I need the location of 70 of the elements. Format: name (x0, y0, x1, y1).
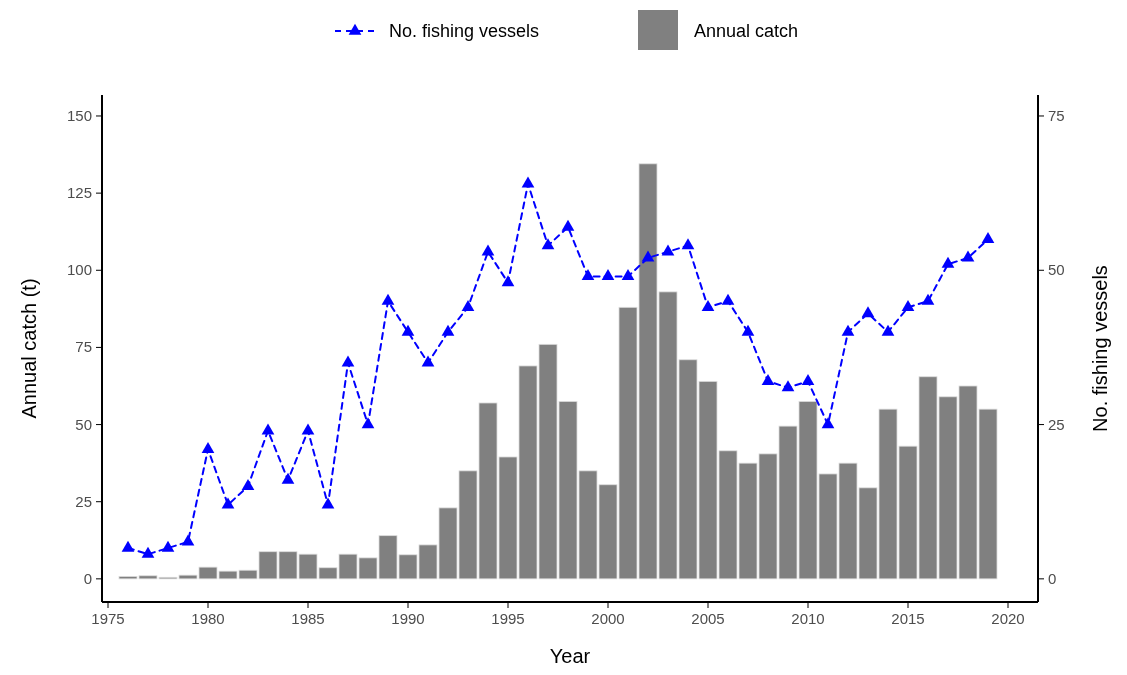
x-tick-label: 1995 (491, 610, 525, 627)
point (141, 546, 155, 558)
y-tick-label: 50 (75, 415, 92, 433)
y2-tick-label: 75 (1048, 106, 1065, 124)
y-tick-label: 75 (75, 338, 92, 356)
point (801, 374, 815, 386)
point (381, 293, 395, 305)
y-tick-label: 125 (66, 184, 92, 202)
point (441, 324, 455, 336)
x-tick-label: 2010 (791, 610, 825, 627)
point (841, 324, 855, 336)
point (961, 250, 975, 262)
point (541, 238, 555, 250)
point (981, 232, 995, 244)
point (621, 269, 635, 281)
point (641, 250, 655, 262)
point (701, 299, 715, 311)
point (401, 324, 415, 336)
y-axis-title: Annual catch (t) (18, 278, 40, 419)
legend-label: No. fishing vessels (389, 21, 540, 41)
point (301, 423, 315, 435)
point (281, 472, 295, 484)
point (421, 355, 435, 367)
x-tick-label: 2000 (591, 610, 625, 627)
point (161, 540, 175, 552)
point (261, 423, 275, 435)
x-tick-label: 2005 (691, 610, 725, 627)
point (681, 238, 695, 250)
point (781, 380, 795, 392)
point (321, 497, 335, 509)
y2-tick-label: 25 (1048, 415, 1065, 433)
y2-tick-label: 0 (1048, 569, 1057, 587)
point (821, 417, 835, 429)
point (501, 275, 515, 287)
point (201, 441, 215, 453)
x-axis-title: Year (549, 645, 591, 667)
point (741, 324, 755, 336)
point (361, 417, 375, 429)
point (341, 355, 355, 367)
point (661, 244, 675, 256)
x-tick-label: 1975 (91, 610, 125, 627)
y2-tick-label: 50 (1048, 261, 1065, 279)
point (121, 540, 135, 552)
point (221, 497, 235, 509)
point (941, 256, 955, 268)
x-tick-label: 1980 (191, 610, 225, 627)
y2-axis-title: No. fishing vessels (1089, 265, 1111, 432)
x-tick-label: 2020 (991, 610, 1025, 627)
x-tick-label: 2015 (891, 610, 925, 627)
point (581, 269, 595, 281)
x-tick-label: 1985 (291, 610, 325, 627)
y-tick-label: 100 (66, 261, 92, 279)
point (461, 299, 475, 311)
point (921, 293, 935, 305)
y-tick-label: 25 (75, 492, 92, 510)
point (901, 299, 915, 311)
point (861, 306, 875, 318)
y-tick-label: 150 (66, 106, 92, 124)
point (521, 176, 535, 188)
point (881, 324, 895, 336)
point (721, 293, 735, 305)
point (761, 374, 775, 386)
y-tick-label: 0 (83, 569, 92, 587)
point (241, 478, 255, 490)
legend-label: Annual catch (694, 21, 799, 41)
x-tick-label: 1990 (391, 610, 425, 627)
point (561, 219, 575, 231)
point (181, 534, 195, 546)
point (601, 269, 615, 281)
point (481, 244, 495, 256)
